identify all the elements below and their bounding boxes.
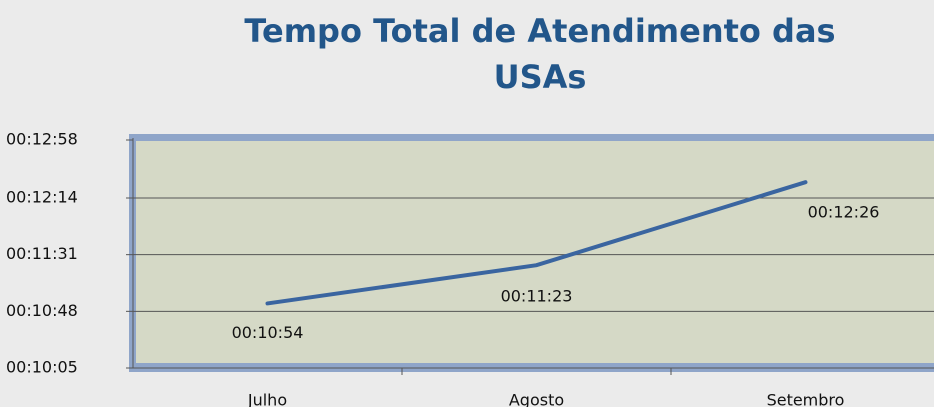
line (265, 180, 808, 306)
x-tick-label: Julho (247, 391, 287, 407)
x-tick-label: Agosto (509, 391, 564, 407)
y-tick-label: 00:12:58 (6, 130, 78, 149)
data-label: 00:12:26 (808, 203, 880, 222)
chart-title: Tempo Total de Atendimento das USAs (244, 12, 836, 96)
plot-area (136, 141, 934, 363)
y-tick-label: 00:10:48 (6, 301, 78, 320)
y-tick-label: 00:12:14 (6, 187, 78, 206)
data-label: 00:11:23 (501, 287, 573, 306)
y-tick-label: 00:10:05 (6, 358, 78, 377)
x-tick-label: Setembro (767, 391, 845, 407)
data-label: 00:10:54 (232, 323, 304, 342)
y-tick-label: 00:11:31 (6, 244, 78, 263)
